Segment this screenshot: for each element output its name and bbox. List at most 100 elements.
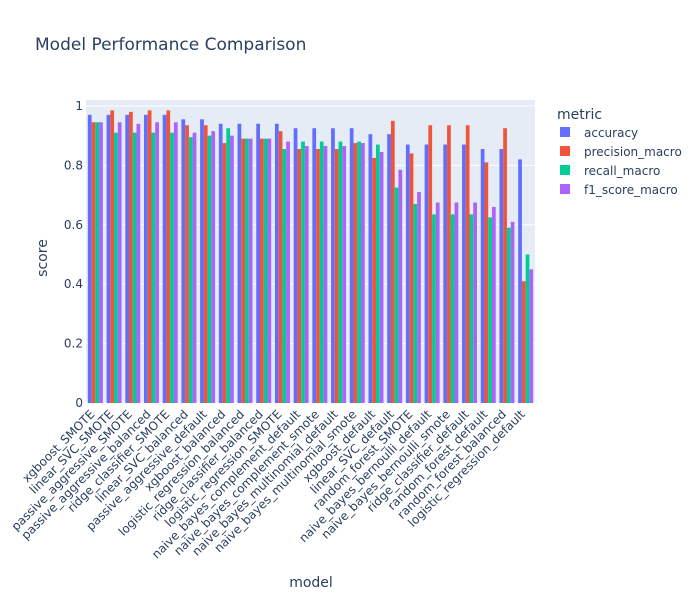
bar-f1_score_macro bbox=[117, 122, 122, 403]
legend-label-precision_macro[interactable]: precision_macro bbox=[584, 145, 682, 159]
bar-precision_macro bbox=[447, 125, 451, 403]
bar-accuracy bbox=[125, 114, 130, 404]
bar-accuracy bbox=[480, 149, 485, 403]
bar-recall_macro bbox=[132, 132, 137, 404]
bar-f1_score_macro bbox=[136, 123, 141, 403]
bar-f1_score_macro bbox=[491, 206, 496, 403]
bar-precision_macro bbox=[316, 149, 320, 403]
bar-accuracy bbox=[349, 128, 354, 403]
legend-label-accuracy[interactable]: accuracy bbox=[584, 126, 638, 140]
bar-accuracy bbox=[499, 149, 504, 403]
bar-f1_score_macro bbox=[510, 221, 515, 403]
bar-accuracy bbox=[424, 144, 429, 403]
bar-recall_macro bbox=[319, 141, 324, 403]
y-tick-label: 0.6 bbox=[64, 218, 83, 232]
legend-swatch-precision_macro[interactable] bbox=[560, 146, 570, 156]
bar-f1_score_macro bbox=[173, 122, 178, 403]
bar-f1_score_macro bbox=[529, 269, 534, 403]
bar-recall_macro bbox=[469, 214, 474, 403]
y-axis-title: score bbox=[35, 239, 51, 277]
bar-precision_macro bbox=[241, 138, 246, 403]
bar-accuracy bbox=[181, 119, 186, 403]
bar-accuracy bbox=[106, 114, 111, 404]
bars bbox=[87, 110, 534, 404]
bar-precision_macro bbox=[110, 110, 115, 403]
bar-f1_score_macro bbox=[267, 138, 272, 403]
bar-precision_macro bbox=[334, 149, 339, 403]
bar-accuracy bbox=[293, 128, 298, 403]
bar-recall_macro bbox=[114, 132, 118, 404]
plot-area bbox=[86, 100, 535, 403]
bar-precision_macro bbox=[503, 128, 507, 403]
bar-precision_macro bbox=[390, 120, 395, 403]
y-tick-labels: 0 0.2 0.4 0.6 0.8 1 bbox=[64, 99, 83, 410]
bar-accuracy bbox=[200, 119, 204, 403]
bar-f1_score_macro bbox=[361, 143, 365, 403]
legend-swatch-accuracy[interactable] bbox=[560, 127, 570, 137]
bar-precision_macro bbox=[91, 122, 96, 403]
bar-precision_macro bbox=[203, 125, 208, 403]
bar-recall_macro bbox=[338, 141, 343, 403]
y-tick-label: 1 bbox=[75, 99, 83, 113]
bar-precision_macro bbox=[521, 281, 526, 403]
bar-precision_macro bbox=[259, 138, 264, 403]
x-axis-title: model bbox=[289, 575, 333, 591]
bar-recall_macro bbox=[525, 254, 530, 403]
bar-f1_score_macro bbox=[304, 146, 309, 403]
y-tick-label: 0.8 bbox=[64, 158, 83, 172]
legend-swatch-recall_macro[interactable] bbox=[560, 165, 570, 175]
y-tick-label: 0 bbox=[75, 396, 83, 410]
bar-precision_macro bbox=[297, 149, 302, 403]
bar-precision_macro bbox=[166, 110, 171, 403]
bar-precision_macro bbox=[409, 153, 414, 403]
y-tick-label: 0.4 bbox=[64, 277, 83, 291]
bar-recall_macro bbox=[413, 203, 418, 403]
bar-accuracy bbox=[443, 144, 448, 403]
bar-f1_score_macro bbox=[230, 135, 234, 403]
bar-recall_macro bbox=[375, 144, 380, 403]
bar-recall_macro bbox=[207, 135, 212, 403]
legend-swatch-f1_score_macro[interactable] bbox=[560, 184, 570, 194]
bar-accuracy bbox=[143, 114, 148, 404]
bar-accuracy bbox=[462, 144, 466, 403]
bar-recall_macro bbox=[282, 149, 287, 403]
bar-f1_score_macro bbox=[417, 192, 421, 403]
bar-recall_macro bbox=[357, 141, 362, 403]
bar-f1_score_macro bbox=[155, 122, 159, 403]
bar-precision_macro bbox=[222, 143, 227, 403]
bar-precision_macro bbox=[129, 111, 133, 403]
bar-precision_macro bbox=[465, 125, 470, 403]
bar-precision_macro bbox=[428, 125, 433, 403]
bar-recall_macro bbox=[188, 137, 193, 403]
bar-accuracy bbox=[87, 114, 92, 404]
bar-precision_macro bbox=[484, 162, 489, 403]
bar-recall_macro bbox=[95, 122, 100, 403]
bar-accuracy bbox=[331, 128, 335, 403]
bar-f1_score_macro bbox=[248, 138, 253, 403]
bar-f1_score_macro bbox=[398, 169, 403, 403]
bar-recall_macro bbox=[263, 138, 268, 403]
x-tick-labels: xgboost_SMOTElinear_SVC_SMOTEpassive_agg… bbox=[9, 407, 528, 561]
bar-recall_macro bbox=[432, 214, 436, 403]
bar-recall_macro bbox=[394, 187, 399, 403]
bar-accuracy bbox=[237, 123, 242, 403]
bar-accuracy bbox=[368, 134, 373, 404]
bar-recall_macro bbox=[226, 128, 231, 403]
bar-accuracy bbox=[518, 159, 522, 403]
bar-recall_macro bbox=[506, 227, 511, 403]
bar-accuracy bbox=[218, 123, 223, 403]
bar-precision_macro bbox=[185, 125, 189, 403]
bar-accuracy bbox=[162, 114, 167, 404]
legend-title: metric bbox=[557, 107, 602, 123]
legend-label-f1_score_macro[interactable]: f1_score_macro bbox=[584, 183, 678, 197]
legend-label-recall_macro[interactable]: recall_macro bbox=[584, 164, 660, 178]
bar-recall_macro bbox=[450, 214, 455, 403]
bar-f1_score_macro bbox=[211, 131, 216, 404]
grid-lines bbox=[86, 105, 535, 404]
bar-accuracy bbox=[256, 123, 260, 403]
bar-recall_macro bbox=[245, 138, 249, 403]
bar-precision_macro bbox=[278, 131, 283, 404]
bar-accuracy bbox=[312, 128, 317, 403]
bar-f1_score_macro bbox=[435, 202, 440, 403]
bar-precision_macro bbox=[353, 143, 358, 403]
